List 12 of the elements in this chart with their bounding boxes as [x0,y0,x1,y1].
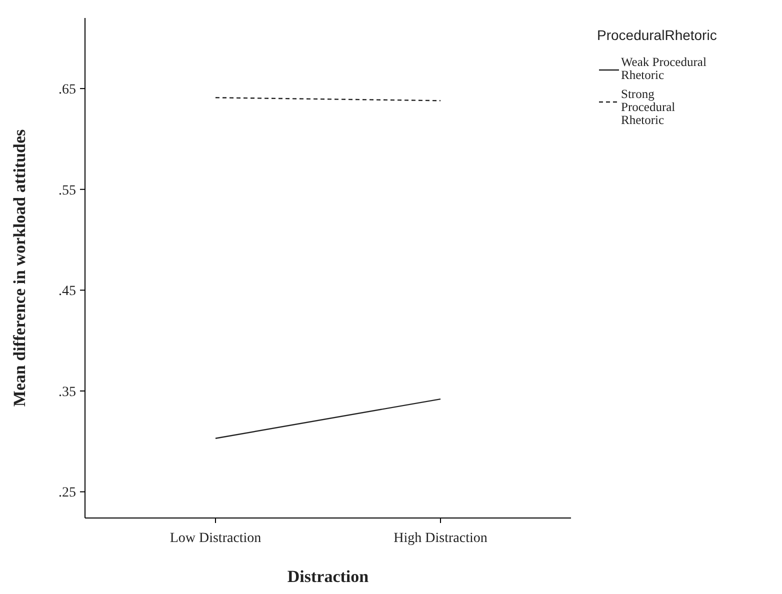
y-tick-label: .65 [58,82,76,98]
legend-title: ProceduralRhetoric [597,27,717,43]
y-tick-label: .45 [58,284,76,300]
y-axis-title: Mean difference in workload attitudes [10,128,29,407]
legend-label: Strong Procedural Rhetoric [621,87,676,127]
x-axis-title: Distraction [287,567,370,586]
y-tick-label: .35 [58,384,76,400]
y-tick-label: .55 [58,183,76,198]
y-tick-label: .25 [58,486,76,501]
x-tick-label: Low Distraction [170,531,262,546]
x-tick-label: High Distraction [394,531,488,546]
legend-label: Weak Procedural Rhetoric [621,55,707,82]
